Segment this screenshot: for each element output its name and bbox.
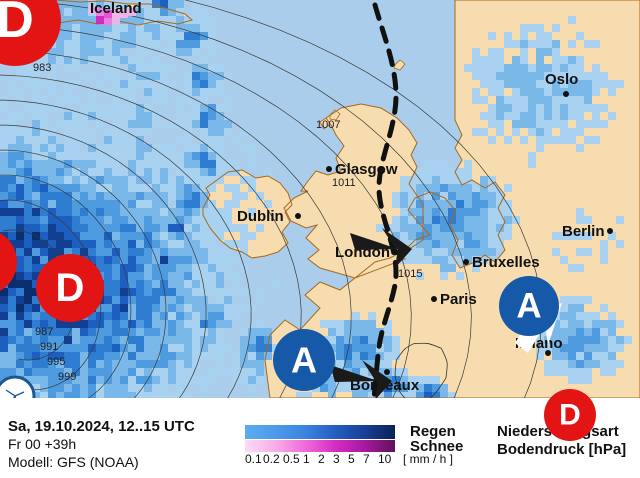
- svg-text:D: D: [56, 266, 85, 310]
- svg-text:983: 983: [33, 62, 51, 74]
- svg-text:Sa, 19.10.2024, 12..15 UTC: Sa, 19.10.2024, 12..15 UTC: [8, 418, 195, 435]
- svg-text:Bodendruck [hPa]: Bodendruck [hPa]: [497, 441, 626, 458]
- svg-text:Bruxelles: Bruxelles: [472, 254, 540, 271]
- svg-text:[ mm / h ]: [ mm / h ]: [403, 452, 453, 466]
- svg-text:10: 10: [378, 452, 392, 466]
- svg-text:Glasgow: Glasgow: [335, 161, 398, 178]
- svg-text:A: A: [516, 287, 541, 326]
- svg-text:Berlin: Berlin: [562, 223, 605, 240]
- svg-text:1011: 1011: [332, 177, 356, 189]
- svg-text:Modell: GFS (NOAA): Modell: GFS (NOAA): [8, 454, 139, 470]
- svg-text:Dublin: Dublin: [237, 208, 284, 225]
- svg-text:0.2: 0.2: [263, 452, 280, 466]
- svg-text:0.1: 0.1: [245, 452, 262, 466]
- svg-text:Oslo: Oslo: [545, 71, 578, 88]
- svg-text:5: 5: [348, 452, 355, 466]
- svg-text:D: D: [0, 0, 34, 49]
- svg-text:0.5: 0.5: [283, 452, 300, 466]
- svg-text:Niederschlagsart: Niederschlagsart: [497, 423, 619, 440]
- svg-text:3: 3: [333, 452, 340, 466]
- svg-text:Iceland: Iceland: [90, 0, 142, 17]
- svg-text:995: 995: [47, 356, 65, 368]
- svg-text:Fr 00 +39h: Fr 00 +39h: [8, 436, 76, 452]
- svg-text:1007: 1007: [316, 119, 340, 131]
- svg-text:999: 999: [58, 371, 76, 383]
- svg-text:7: 7: [363, 452, 370, 466]
- svg-text:2: 2: [318, 452, 325, 466]
- svg-text:Paris: Paris: [440, 291, 477, 308]
- svg-text:1: 1: [303, 452, 310, 466]
- svg-text:1015: 1015: [398, 268, 422, 280]
- svg-text:A: A: [291, 340, 317, 381]
- svg-text:987: 987: [35, 326, 53, 338]
- svg-text:991: 991: [40, 341, 58, 353]
